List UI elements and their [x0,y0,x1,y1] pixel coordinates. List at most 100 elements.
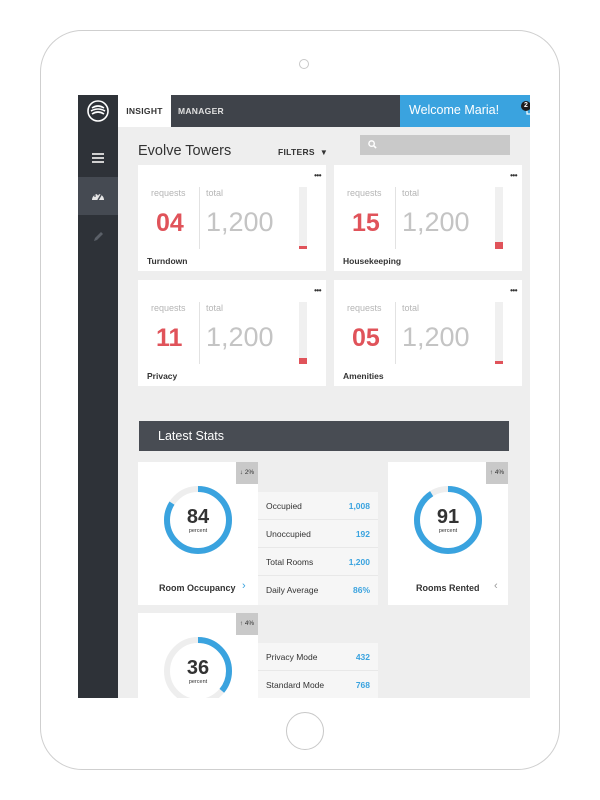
request-bar-fill [299,245,307,249]
request-card-amenities: ••• requests total 05 1,200 Amenities [334,280,522,386]
more-icon[interactable]: ••• [510,171,517,180]
total-count: 1,200 [206,322,274,352]
notification-badge: 2 [521,101,530,111]
occupancy-value: 84 [186,506,210,528]
privacy-details: Privacy Mode 432 Standard Mode 768 [258,643,378,698]
row-label: Standard Mode [266,680,325,690]
card-name: Privacy [147,371,178,381]
privacy-unit: percent [188,679,208,685]
request-card-turndown: ••• requests total 04 1,200 Turndown [138,165,326,271]
rented-value: 91 [436,506,460,528]
request-card-privacy: ••• requests total 11 1,200 Privacy [138,280,326,386]
total-count: 1,200 [206,207,274,237]
row-label: Total Rooms [266,557,314,567]
more-icon[interactable]: ••• [314,171,321,180]
row-label: Unoccupied [266,529,311,539]
row-label: Privacy Mode [266,652,318,662]
divider [395,187,396,249]
row-value: 432 [355,652,370,662]
requests-label: requests [347,303,382,313]
request-bar-fill [299,358,307,364]
request-bar-fill [495,241,503,249]
list-item: Daily Average 86% [258,576,378,604]
request-count: 04 [156,209,184,237]
room-occupancy-card[interactable]: ↓ 2% 84 percent Room Occupancy › [138,462,258,605]
total-count: 1,200 [402,322,470,352]
request-bar-fill [495,360,503,364]
list-item: Total Rooms 1,200 [258,548,378,576]
card-name: Housekeeping [343,256,402,266]
filters-button[interactable]: FILTERS ▼ [278,147,328,157]
welcome-text: Welcome Maria! [409,103,500,117]
requests-label: requests [151,188,186,198]
row-label: Occupied [266,501,302,511]
total-label: total [402,303,420,313]
row-value: 1,200 [348,557,370,567]
caret-down-icon: ▼ [319,148,329,157]
menu-icon[interactable] [78,139,118,177]
rented-unit: percent [438,528,458,534]
divider [199,187,200,249]
trend-badge: ↑ 4% [486,462,508,484]
rented-name: Rooms Rented [416,583,480,593]
list-item: Privacy Mode 432 [258,643,378,671]
request-bar [299,187,307,249]
top-bar: INSIGHT MANAGER Welcome Maria! 2 [118,95,530,127]
more-icon[interactable]: ••• [314,286,321,295]
total-count: 1,200 [402,207,470,237]
pencil-icon[interactable] [78,217,118,255]
tab-insight[interactable]: INSIGHT [118,95,171,127]
total-label: total [206,188,224,198]
request-bar [495,187,503,249]
row-value: 192 [355,529,370,539]
tab-manager[interactable]: MANAGER [177,106,224,116]
card-name: Amenities [343,371,384,381]
rented-ring [414,486,482,554]
divider [199,302,200,364]
logo-icon[interactable] [78,95,118,127]
divider [395,302,396,364]
requests-label: requests [347,188,382,198]
dashboard-icon[interactable] [78,177,118,215]
list-item: Standard Mode 768 [258,671,378,698]
requests-label: requests [151,303,186,313]
rooms-rented-card[interactable]: ↑ 4% 91 percent Rooms Rented ‹ [388,462,508,605]
privacy-value: 36 [186,657,210,679]
request-card-housekeeping: ••• requests total 15 1,200 Housekeeping [334,165,522,271]
request-bar [299,302,307,364]
filters-label: FILTERS [278,147,315,157]
list-item: Unoccupied 192 [258,520,378,548]
search-input[interactable] [360,135,510,155]
request-count: 11 [156,324,183,352]
request-count: 15 [352,209,380,237]
more-icon[interactable]: ••• [510,286,517,295]
app-screen: INSIGHT MANAGER Welcome Maria! 2 Evolve … [78,95,530,698]
row-value: 86% [352,585,370,595]
latest-stats-title: Latest Stats [158,429,225,443]
latest-stats-header: Latest Stats [139,421,509,451]
row-value: 1,008 [348,501,370,511]
occupancy-unit: percent [188,528,208,534]
chevron-right-icon[interactable]: › [242,580,246,592]
home-button[interactable] [286,712,324,750]
search-icon [368,140,377,149]
trend-badge: ↑ 4% [236,613,258,635]
occupancy-name: Room Occupancy [159,583,236,593]
card-name: Turndown [147,256,188,266]
row-label: Daily Average [266,585,319,595]
trend-badge: ↓ 2% [236,462,258,484]
occupancy-details: Occupied 1,008 Unoccupied 192 Total Room… [258,492,378,605]
list-item: Occupied 1,008 [258,492,378,520]
row-value: 768 [355,680,370,690]
privacy-ring [164,637,232,698]
sidebar [78,95,118,698]
request-bar [495,302,503,364]
chevron-left-icon[interactable]: ‹ [494,580,498,592]
welcome-banner: Welcome Maria! 2 [400,95,530,127]
request-count: 05 [352,324,380,352]
total-label: total [206,303,224,313]
privacy-stats-card[interactable]: ↑ 4% 36 percent [138,613,258,698]
occupancy-ring [164,486,232,554]
total-label: total [402,188,420,198]
camera-icon [299,59,309,69]
